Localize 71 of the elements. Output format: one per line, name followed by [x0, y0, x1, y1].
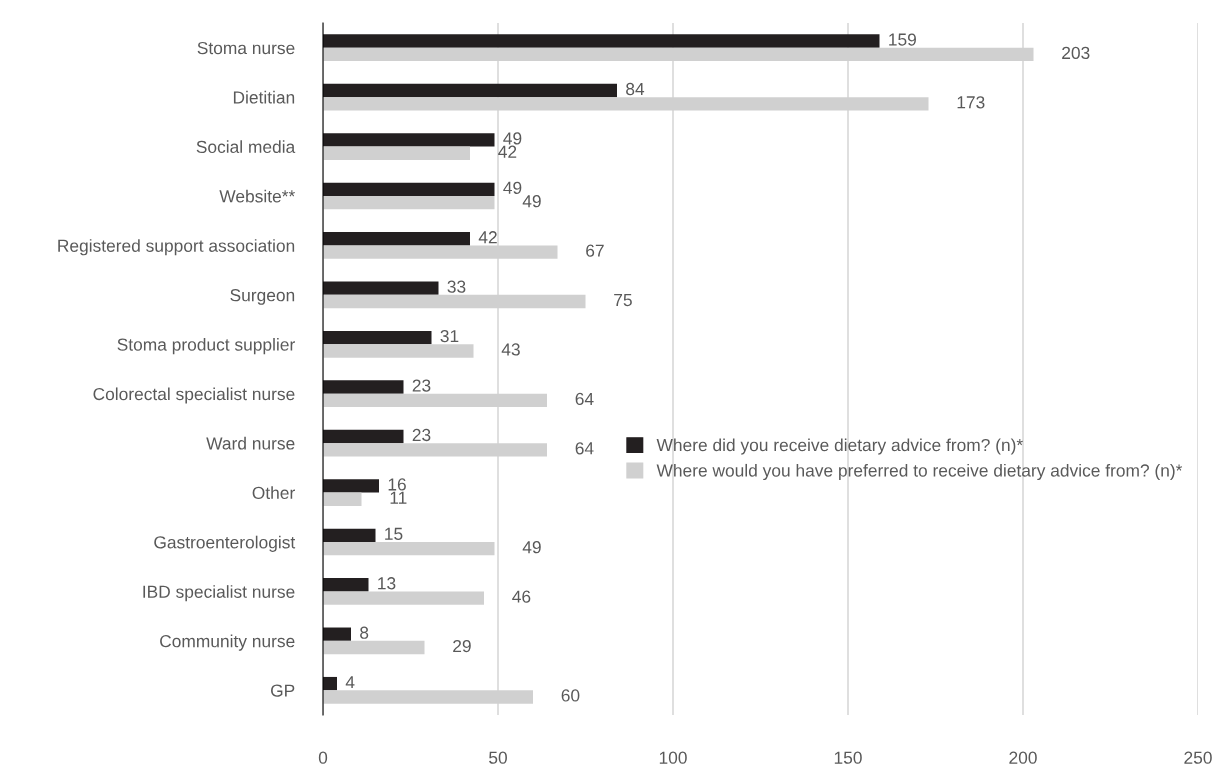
bar [323, 34, 880, 48]
y-tick-label: Stoma nurse [197, 41, 295, 55]
y-tick-label: Colorectal specialist nurse [93, 387, 295, 404]
bar [323, 640, 425, 655]
data-label: 4 [345, 676, 355, 689]
data-label: 43 [501, 343, 520, 356]
data-label: 15 [385, 527, 403, 540]
bar [323, 479, 379, 493]
data-label: 64 [575, 392, 594, 406]
y-tick-label: Surgeon [230, 289, 295, 305]
data-label: 33 [447, 280, 466, 293]
bar [323, 196, 495, 210]
data-label: 13 [378, 577, 396, 590]
data-label: 8 [360, 626, 369, 639]
data-label: 64 [575, 442, 594, 455]
data-label: 60 [561, 689, 580, 702]
data-label: 84 [626, 82, 645, 96]
data-label: 159 [889, 33, 916, 46]
bar [323, 281, 439, 295]
bar [323, 627, 351, 641]
data-label: 67 [586, 244, 604, 257]
bar [323, 330, 432, 345]
x-tick-label: 0 [318, 751, 328, 764]
x-tick-label: 100 [659, 751, 687, 764]
bar [323, 232, 470, 246]
bar [323, 676, 337, 691]
x-tick-label: 50 [489, 751, 507, 764]
y-tick-label: Stoma product supplier [117, 338, 295, 355]
bar [323, 429, 404, 444]
data-label: 49 [522, 541, 541, 554]
data-label: 42 [498, 145, 517, 158]
bar [323, 344, 474, 358]
bar [323, 591, 484, 605]
y-tick-label: Gastroenterologist [154, 535, 296, 552]
data-label: 46 [512, 590, 531, 603]
bar [323, 528, 376, 542]
data-label: 75 [614, 294, 632, 307]
data-label: 49 [522, 195, 541, 208]
data-label: 49 [503, 132, 522, 145]
y-tick-label: Website** [219, 189, 295, 203]
data-label: 31 [440, 329, 459, 343]
x-tick-label: 250 [1184, 751, 1212, 764]
data-label: 16 [388, 478, 406, 491]
bar [323, 380, 404, 394]
bar [323, 146, 470, 160]
data-label: 49 [503, 181, 522, 194]
data-label: 23 [412, 379, 431, 392]
y-tick-label: Social media [196, 140, 296, 154]
bar [323, 578, 369, 592]
bar [323, 133, 495, 147]
x-tick-label: 200 [1009, 751, 1037, 764]
bar [323, 83, 617, 98]
legend-label: Where would you have preferred to receive dietary advice from? (n)* [656, 463, 1183, 481]
x-tick-label: 150 [834, 751, 862, 764]
y-tick-label: GP [271, 684, 295, 697]
legend-label: Where did you receive dietary advice from? (n)* [656, 438, 1023, 455]
bar [323, 182, 495, 196]
data-label: 23 [412, 428, 431, 442]
data-label: 203 [1062, 46, 1090, 60]
data-label: 42 [478, 231, 497, 244]
y-tick-label: Community nurse [160, 634, 295, 651]
data-label: 11 [390, 491, 407, 504]
data-label: 173 [957, 96, 985, 109]
y-tick-label: Ward nurse [206, 436, 295, 450]
y-tick-label: Registered support association [58, 239, 295, 256]
data-label: 29 [453, 639, 471, 653]
y-tick-label: Dietitian [233, 90, 295, 104]
y-tick-label: Other [252, 486, 295, 500]
y-tick-label: IBD specialist nurse [143, 585, 295, 602]
bar [323, 492, 362, 506]
bar [323, 542, 495, 556]
